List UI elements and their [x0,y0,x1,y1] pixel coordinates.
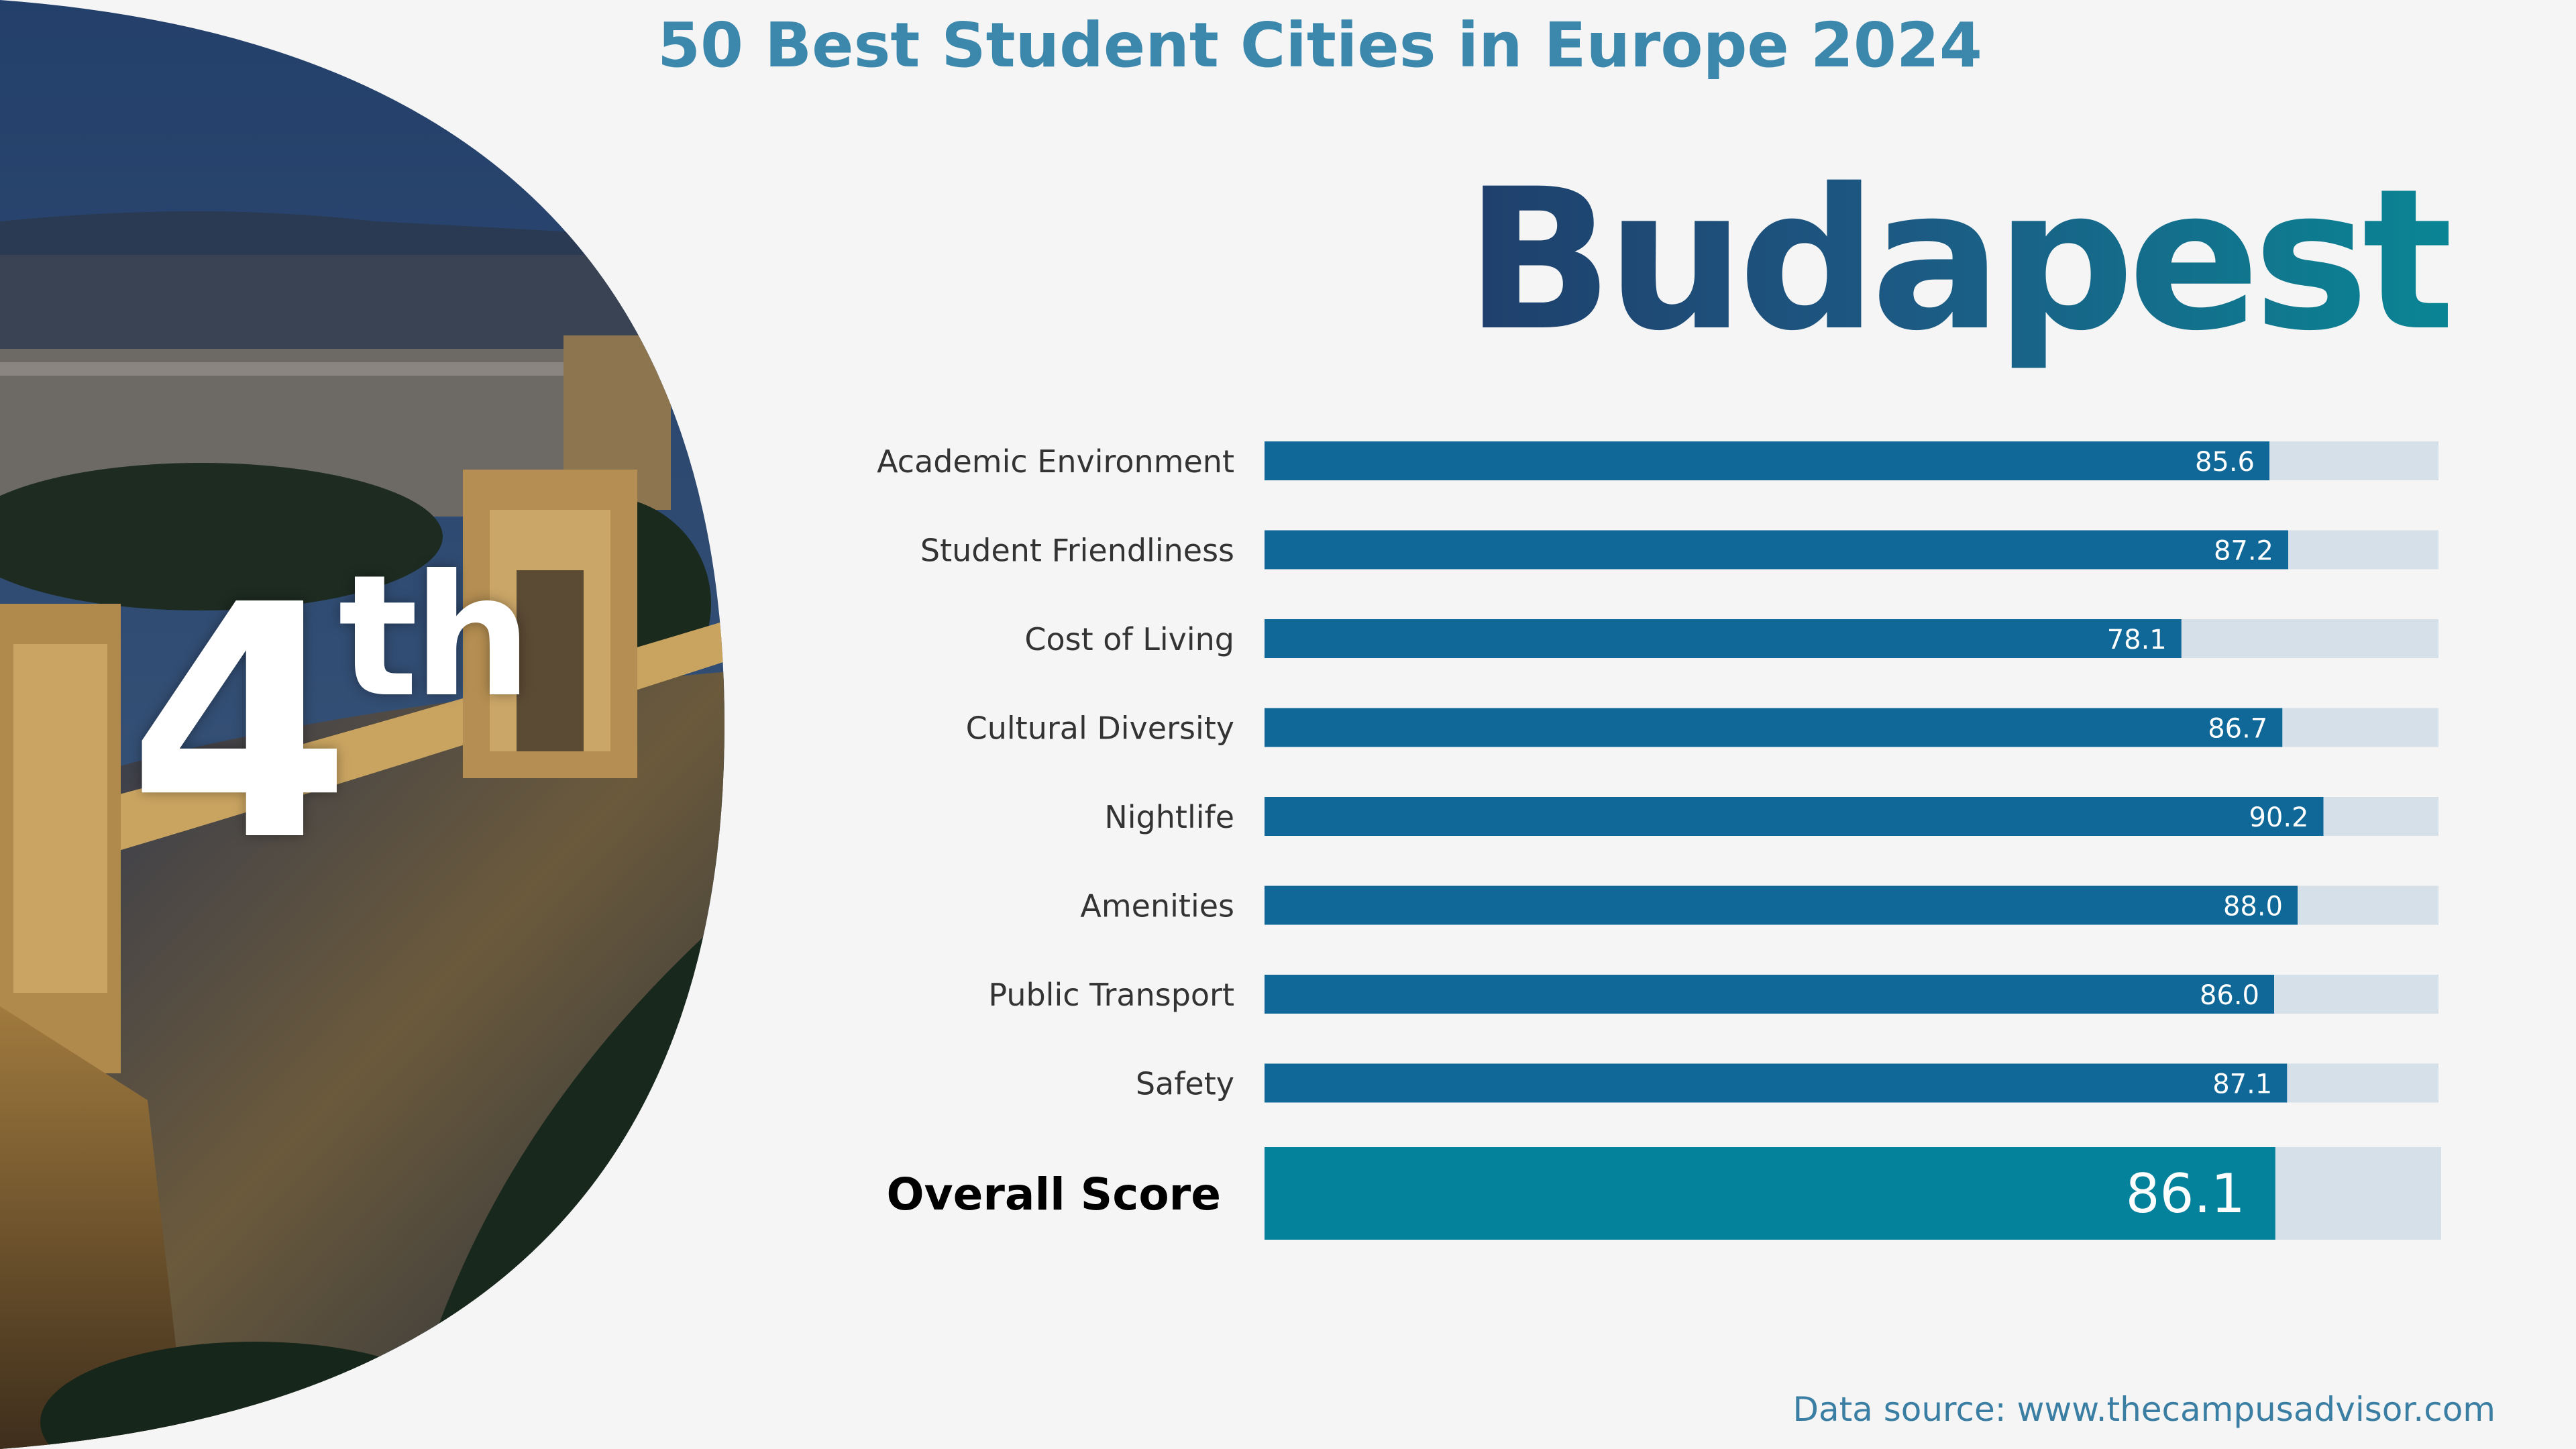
overall-label: Overall Score [886,1169,1221,1220]
rank-number: 4 [127,537,352,912]
data-source: Data source: www.thecampusadvisor.com [1792,1390,2496,1429]
value-label: 85.6 [2195,447,2255,478]
category-label: Cultural Diversity [966,710,1234,747]
overall-value: 86.1 [2126,1163,2245,1225]
rank-badge: 4th [127,537,532,912]
category-label: Amenities [1080,888,1234,924]
bar [1265,797,2324,836]
overall-bar [1265,1147,2275,1240]
budapest-photo [0,0,724,1449]
bar [1265,441,2269,480]
bar [1265,885,2298,925]
value-label: 86.0 [2200,980,2259,1011]
city-name: Budapest [1464,148,2455,374]
bar [1265,619,2182,658]
category-label: Student Friendliness [920,533,1234,569]
bar [1265,708,2283,747]
value-label: 87.2 [2214,536,2273,567]
category-label: Cost of Living [1024,621,1234,657]
bar [1265,1063,2288,1103]
bar [1265,530,2288,570]
value-label: 78.1 [2107,625,2167,655]
rank-suffix: th [337,539,532,734]
value-label: 90.2 [2249,802,2308,833]
category-label: Public Transport [988,977,1234,1013]
value-label: 88.0 [2223,892,2283,922]
category-label: Academic Environment [877,443,1234,480]
value-label: 86.7 [2208,714,2267,745]
value-label: 87.1 [2212,1069,2272,1100]
category-label: Nightlife [1104,799,1234,835]
page-title: 50 Best Student Cities in Europe 2024 [657,9,1982,81]
bar [1265,975,2274,1014]
category-label: Safety [1136,1066,1234,1102]
